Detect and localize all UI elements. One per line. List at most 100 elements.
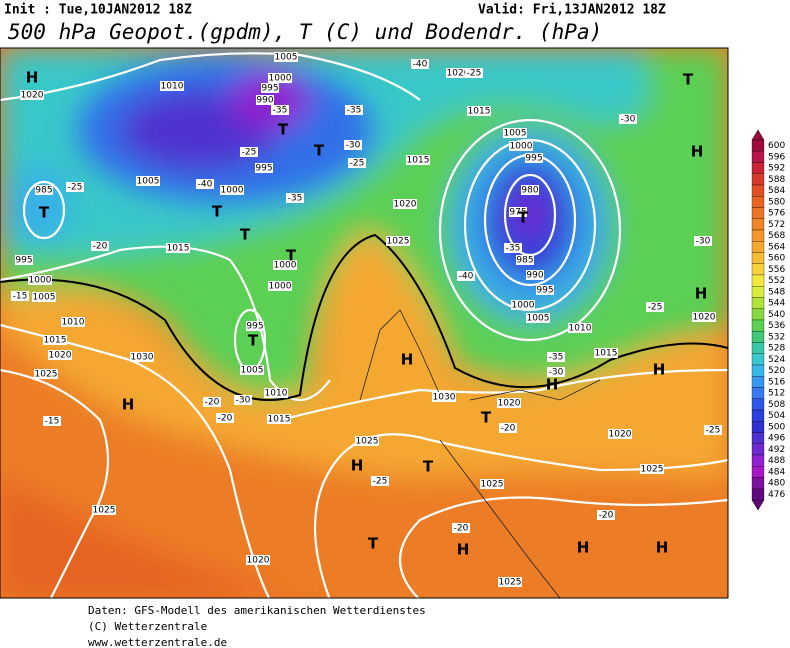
temperature-label: -35 xyxy=(288,194,303,204)
temperature-label-box xyxy=(411,59,429,69)
colorbar-label: 528 xyxy=(768,344,785,354)
temperature-label-box xyxy=(271,105,289,115)
colorbar-cell xyxy=(751,162,765,174)
isobar-label: 1020 xyxy=(49,351,72,361)
footer-line: Daten: GFS-Modell des amerikanischen Wet… xyxy=(88,604,426,617)
colorbar-label: 536 xyxy=(768,321,785,331)
isobar-label: 1005 xyxy=(527,314,550,324)
isobar-label: 1025 xyxy=(356,437,379,447)
isobar-label-box xyxy=(268,73,292,83)
pressure-center: H xyxy=(695,285,708,303)
isobar-label: 1010 xyxy=(161,82,184,92)
temperature-label: -20 xyxy=(205,398,220,408)
pressure-center: H xyxy=(351,457,364,475)
pressure-center: T xyxy=(481,409,492,427)
colorbar-label: 524 xyxy=(768,355,785,365)
isobar-label-box xyxy=(28,275,52,285)
isobar-label: 1025 xyxy=(499,578,522,588)
isobar-label: 1000 xyxy=(29,276,52,286)
pressure-center: H xyxy=(656,539,669,557)
pressure-center: H xyxy=(546,376,559,394)
colorbar-label: 556 xyxy=(768,265,785,275)
footer-line: www.wetterzentrale.de xyxy=(88,636,227,648)
temperature-label: -40 xyxy=(413,60,428,70)
colorbar-label: 512 xyxy=(768,389,785,399)
isobar-label-box xyxy=(220,185,244,195)
isobar-label: 1005 xyxy=(241,366,264,376)
temperature-label: -20 xyxy=(599,511,614,521)
temperature-label-box xyxy=(452,523,470,533)
init-time: Init : Tue,10JAN2012 18Z xyxy=(4,3,192,18)
isobar-label-box xyxy=(32,292,56,302)
isobar-label-box xyxy=(35,185,53,195)
temperature-label: -15 xyxy=(13,292,28,302)
isobar-label: 1000 xyxy=(512,301,535,311)
temperature-label-box xyxy=(196,179,214,189)
isobar-label-box xyxy=(511,300,535,310)
isobar-label-box xyxy=(166,243,190,253)
isobar-label-box xyxy=(393,199,417,209)
isobar-label: 1005 xyxy=(504,129,527,139)
isobar-label-box xyxy=(516,255,534,265)
isobar-label: 1025 xyxy=(387,237,410,247)
552-line xyxy=(0,233,728,401)
pressure-center: T xyxy=(240,226,251,244)
colorbar-cell xyxy=(751,297,765,309)
isobar-label-box xyxy=(268,281,292,291)
isobar-label-box xyxy=(406,155,430,165)
isobar-label-box xyxy=(61,317,85,327)
colorbar-cell xyxy=(751,207,765,219)
isobar-label: 1010 xyxy=(62,318,85,328)
colorbar-cell xyxy=(751,218,765,231)
colorbar-cell xyxy=(751,173,765,186)
colorbar-label: 572 xyxy=(768,220,785,230)
temperature-label: -30 xyxy=(346,141,361,151)
colorbar-cell xyxy=(751,274,765,287)
temperature-label: -15 xyxy=(45,417,60,427)
temperature-label: -30 xyxy=(236,396,251,406)
colorbar-label: 488 xyxy=(768,456,785,466)
temperature-label: -25 xyxy=(242,148,257,158)
isobar-label-box xyxy=(246,321,264,331)
isobar-label-box xyxy=(264,388,288,398)
footer-line: (C) Wetterzentrale xyxy=(88,620,207,633)
temperature-label: -30 xyxy=(621,115,636,125)
colorbar-cell xyxy=(751,342,765,354)
colorbar-label: 588 xyxy=(768,175,785,185)
isobar-label: 1010 xyxy=(265,389,288,399)
pressure-center: H xyxy=(457,541,470,559)
colorbar-bottom xyxy=(751,499,765,511)
colorbar-top xyxy=(751,129,765,141)
colorbar-cell xyxy=(751,319,765,332)
temperature-label-box xyxy=(11,291,29,301)
temperature-label-box xyxy=(344,140,362,150)
temperature-label: -20 xyxy=(218,414,233,424)
isobar-label-box xyxy=(246,555,270,565)
colorbar-label: 500 xyxy=(768,422,785,432)
isobar-label: 995 xyxy=(525,154,542,164)
pressure-center: H xyxy=(577,539,590,557)
isobar-label-box xyxy=(467,106,491,116)
pressure-center: T xyxy=(39,204,50,222)
temperature-label-box xyxy=(240,147,258,157)
isobar-label-box xyxy=(503,128,527,138)
isobar-label: 1020 xyxy=(394,200,417,210)
isobar-label-box xyxy=(256,95,274,105)
pressure-center: T xyxy=(683,71,694,89)
isobar-label: 1000 xyxy=(221,186,244,196)
isobar-label: 995 xyxy=(255,164,272,174)
isobar-label: 1015 xyxy=(407,156,430,166)
colorbar-cell xyxy=(751,421,765,433)
isobar-label-box xyxy=(34,369,58,379)
isobar-label: 1030 xyxy=(433,393,456,403)
temperature-label: -25 xyxy=(68,183,83,193)
colorbar-label: 540 xyxy=(768,310,785,320)
isobar-label: 1025 xyxy=(641,465,664,475)
isobar-label-box xyxy=(92,505,116,515)
colorbar-cell xyxy=(751,376,765,388)
temperature-label: -20 xyxy=(454,524,469,534)
pressure-center: H xyxy=(122,396,135,414)
colorbar-cell xyxy=(751,331,765,343)
colorbar-label: 476 xyxy=(768,490,785,500)
isobar-label: 1015 xyxy=(468,107,491,117)
